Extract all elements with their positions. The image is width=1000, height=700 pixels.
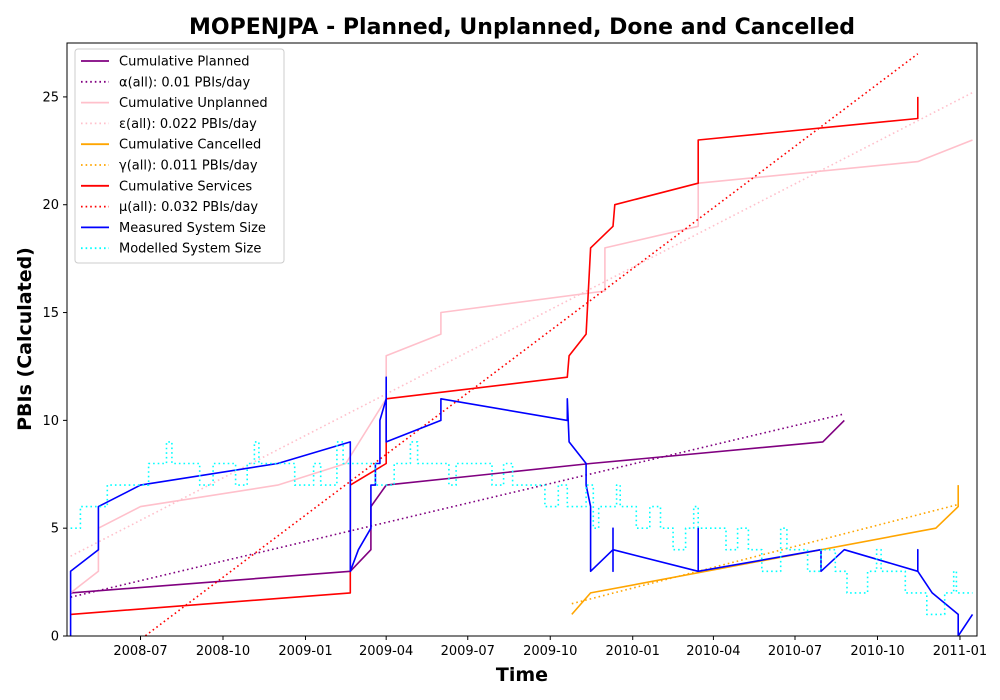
y-axis: 0 5 10 15 20 25 (42, 90, 67, 645)
x-tick-label: 2010-04 (686, 644, 740, 659)
chart-title: MOPENJPA - Planned, Unplanned, Done and … (189, 15, 855, 40)
x-tick-label: 2009-07 (441, 644, 495, 659)
series-line-all-0-032-pbis-day-7 (143, 53, 919, 636)
series-line-measured-system-size-8 (69, 376, 974, 636)
x-axis-label: Time (496, 664, 548, 686)
legend-label: Cumulative Planned (119, 55, 249, 70)
x-tick-label: 2009-04 (359, 644, 413, 659)
x-axis: 2008-07 2008-10 2009-01 2009-04 2009-07 2009-… (113, 636, 987, 659)
plot-area (69, 53, 974, 636)
series-line-cumulative-planned-0 (70, 419, 845, 594)
plot-frame (66, 42, 978, 637)
x-tick-label: 2011-01 (933, 644, 987, 659)
legend-label: Cumulative Unplanned (119, 96, 268, 111)
y-axis-label: PBIs (Calculated) (14, 247, 36, 431)
series-line-all-0-011-pbis-day-5 (571, 503, 959, 605)
legend-label: Cumulative Cancelled (119, 138, 261, 153)
legend-box (74, 48, 285, 264)
series-line-all-0-022-pbis-day-3 (70, 91, 973, 557)
y-tick-label: 10 (42, 414, 59, 429)
x-tick-label: 2010-01 (606, 644, 660, 659)
legend-label: μ(all): 0.032 PBIs/day (119, 200, 258, 215)
series-line-cumulative-unplanned-2 (70, 139, 973, 594)
x-tick-label: 2010-07 (768, 644, 822, 659)
legend-label: γ(all): 0.011 PBIs/day (119, 159, 258, 174)
legend-label: Modelled System Size (119, 242, 261, 257)
y-tick-label: 0 (51, 630, 59, 645)
series-line-cumulative-services-6 (70, 96, 919, 616)
y-tick-label: 20 (42, 198, 59, 213)
x-tick-label: 2008-10 (196, 644, 250, 659)
legend-label: α(all): 0.01 PBIs/day (119, 75, 250, 90)
x-tick-label: 2009-10 (523, 644, 577, 659)
legend-label: ε(all): 0.022 PBIs/day (119, 117, 257, 132)
legend-label: Cumulative Services (119, 179, 252, 194)
x-tick-label: 2009-01 (278, 644, 332, 659)
y-tick-label: 25 (42, 90, 59, 105)
legend-label: Measured System Size (119, 221, 266, 236)
series-line-all-0-01-pbis-day-1 (70, 413, 845, 598)
y-tick-label: 5 (51, 522, 59, 537)
series-line-cumulative-cancelled-4 (571, 485, 960, 615)
x-tick-label: 2010-10 (850, 644, 904, 659)
y-tick-label: 15 (42, 306, 59, 321)
legend: Cumulative Planned α(all): 0.01 PBIs/day C… (74, 48, 285, 264)
x-tick-label: 2008-07 (113, 644, 167, 659)
